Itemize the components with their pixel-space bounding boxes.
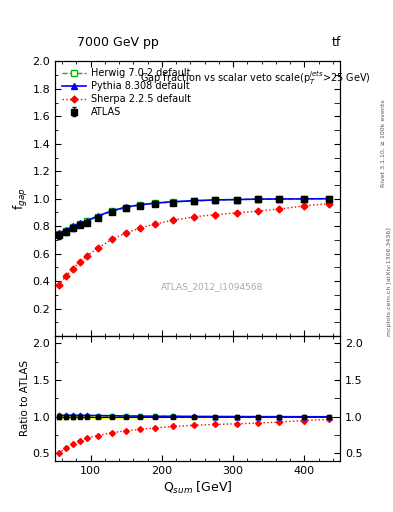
Herwig 7.0.2 default [152, 200, 157, 206]
Herwig 7.0.2 default [138, 202, 143, 208]
Pythia 8.308 default [138, 202, 143, 208]
Pythia 8.308 default [234, 197, 239, 203]
Herwig 7.0.2 default [256, 196, 261, 202]
Herwig 7.0.2 default [213, 197, 218, 203]
Herwig 7.0.2 default [124, 204, 129, 210]
Sherpa 2.2.5 default [170, 217, 175, 223]
X-axis label: Q$_{sum}$ [GeV]: Q$_{sum}$ [GeV] [163, 480, 232, 496]
Line: Herwig 7.0.2 default: Herwig 7.0.2 default [56, 196, 332, 237]
Y-axis label: f$_{gap}$: f$_{gap}$ [12, 187, 29, 210]
Text: 7000 GeV pp: 7000 GeV pp [77, 36, 159, 49]
Herwig 7.0.2 default [63, 227, 68, 233]
Herwig 7.0.2 default [56, 231, 61, 237]
Pythia 8.308 default [77, 220, 82, 226]
Pythia 8.308 default [85, 218, 90, 224]
Sherpa 2.2.5 default [124, 230, 129, 236]
Sherpa 2.2.5 default [70, 266, 75, 272]
Herwig 7.0.2 default [110, 208, 114, 215]
Sherpa 2.2.5 default [56, 282, 61, 288]
Text: ATLAS_2012_I1094568: ATLAS_2012_I1094568 [161, 282, 263, 291]
Sherpa 2.2.5 default [327, 201, 332, 207]
Pythia 8.308 default [152, 200, 157, 206]
Herwig 7.0.2 default [191, 198, 196, 204]
Sherpa 2.2.5 default [234, 210, 239, 216]
Pythia 8.308 default [110, 208, 114, 214]
Pythia 8.308 default [63, 227, 68, 233]
Legend: Herwig 7.0.2 default, Pythia 8.308 default, Sherpa 2.2.5 default, ATLAS: Herwig 7.0.2 default, Pythia 8.308 defau… [60, 66, 193, 119]
Sherpa 2.2.5 default [95, 245, 100, 251]
Text: Gap fraction vs scalar veto scale(p$_T^{jets}$>25 GeV): Gap fraction vs scalar veto scale(p$_T^{… [141, 70, 371, 88]
Pythia 8.308 default [95, 213, 100, 219]
Sherpa 2.2.5 default [110, 236, 114, 242]
Text: tf: tf [331, 36, 341, 49]
Pythia 8.308 default [327, 196, 332, 202]
Herwig 7.0.2 default [327, 196, 332, 202]
Pythia 8.308 default [170, 199, 175, 205]
Sherpa 2.2.5 default [277, 206, 282, 212]
Sherpa 2.2.5 default [85, 252, 90, 259]
Sherpa 2.2.5 default [63, 273, 68, 280]
Herwig 7.0.2 default [77, 221, 82, 227]
Sherpa 2.2.5 default [152, 221, 157, 227]
Herwig 7.0.2 default [95, 214, 100, 220]
Herwig 7.0.2 default [234, 197, 239, 203]
Sherpa 2.2.5 default [213, 211, 218, 218]
Pythia 8.308 default [56, 230, 61, 237]
Pythia 8.308 default [302, 196, 307, 202]
Sherpa 2.2.5 default [138, 225, 143, 231]
Text: mcplots.cern.ch [arXiv:1306.3436]: mcplots.cern.ch [arXiv:1306.3436] [387, 227, 391, 336]
Pythia 8.308 default [191, 198, 196, 204]
Y-axis label: Ratio to ATLAS: Ratio to ATLAS [20, 360, 29, 436]
Text: Rivet 3.1.10, ≥ 100k events: Rivet 3.1.10, ≥ 100k events [381, 99, 386, 187]
Line: Pythia 8.308 default: Pythia 8.308 default [56, 196, 332, 236]
Pythia 8.308 default [213, 197, 218, 203]
Sherpa 2.2.5 default [77, 259, 82, 265]
Herwig 7.0.2 default [277, 196, 282, 202]
Herwig 7.0.2 default [170, 199, 175, 205]
Sherpa 2.2.5 default [256, 208, 261, 214]
Sherpa 2.2.5 default [302, 203, 307, 209]
Herwig 7.0.2 default [302, 196, 307, 202]
Pythia 8.308 default [70, 223, 75, 229]
Line: Sherpa 2.2.5 default: Sherpa 2.2.5 default [56, 201, 332, 288]
Pythia 8.308 default [124, 204, 129, 210]
Pythia 8.308 default [277, 196, 282, 202]
Pythia 8.308 default [256, 196, 261, 202]
Herwig 7.0.2 default [70, 224, 75, 230]
Herwig 7.0.2 default [85, 218, 90, 224]
Sherpa 2.2.5 default [191, 214, 196, 220]
